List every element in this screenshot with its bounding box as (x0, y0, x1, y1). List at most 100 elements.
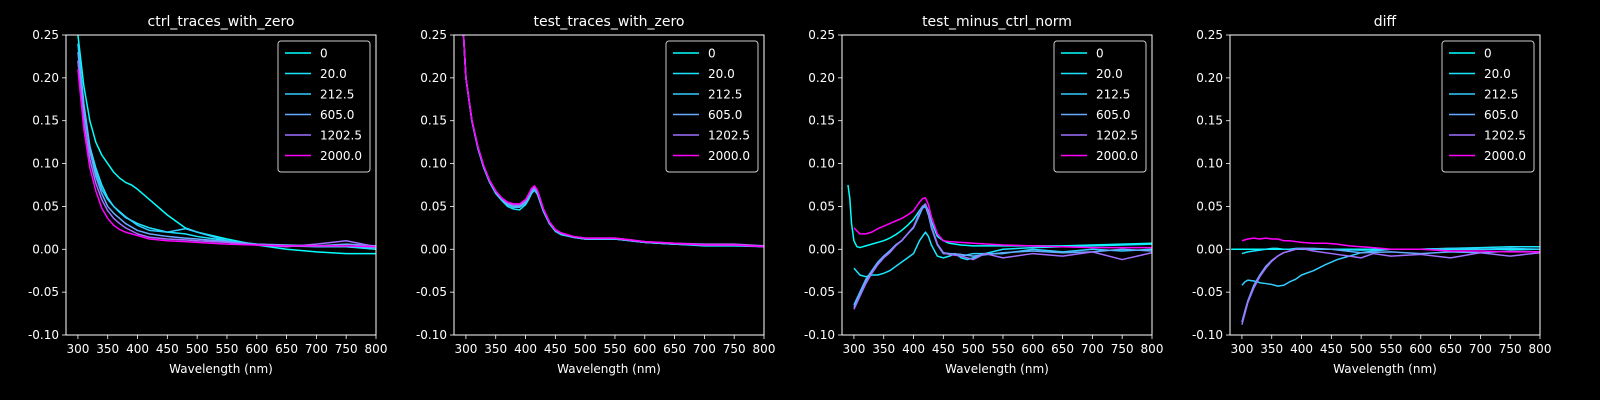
x-tick-label: 700 (1469, 342, 1492, 356)
legend-label: 0 (320, 47, 328, 61)
chart-title: diff (1374, 14, 1397, 30)
legend-label: 1202.5 (1484, 129, 1526, 143)
legend: 0 20.0 212.5 605.0 1202.5 2000.0 (277, 40, 371, 173)
y-tick-label: -0.10 (416, 328, 447, 342)
y-tick-label: 0.25 (420, 28, 447, 42)
series-line-20.0 (853, 231, 1152, 278)
y-tick-label: 0.25 (32, 28, 59, 42)
y-tick-label: 0.25 (1196, 28, 1223, 42)
legend-label: 605.0 (1484, 108, 1518, 122)
x-axis-label: Wavelength (nm) (169, 362, 273, 376)
x-tick-label: 600 (633, 342, 656, 356)
x-tick-label: 550 (216, 342, 239, 356)
x-tick-label: 750 (335, 342, 358, 356)
x-tick-label: 350 (872, 342, 895, 356)
x-tick-label: 750 (1111, 342, 1134, 356)
chart-panel-3: test_minus_ctrl_norm 300 350 400 450 500 550 60… (804, 14, 1164, 376)
legend-label: 20.0 (320, 67, 347, 81)
legend-label: 20.0 (1484, 67, 1511, 81)
x-tick-label: 400 (1290, 342, 1313, 356)
y-tick-label: 0.05 (32, 199, 59, 213)
chart-panel-1: ctrl_traces_with_zero 300 350 400 450 500 550 6… (28, 14, 388, 376)
y-tick-label: 0.20 (420, 71, 447, 85)
y-tick-label: -0.05 (804, 285, 835, 299)
x-tick-label: 450 (156, 342, 179, 356)
y-tick-label: 0.25 (808, 28, 835, 42)
x-tick-label: 600 (245, 342, 268, 356)
x-tick-label: 800 (753, 342, 776, 356)
legend-label: 0 (708, 47, 716, 61)
series-line-605.0 (1241, 247, 1540, 323)
x-tick-label: 650 (663, 342, 686, 356)
x-tick-label: 300 (66, 342, 89, 356)
plot-frame (1229, 34, 1541, 336)
x-tick-label: 500 (962, 342, 985, 356)
legend-label: 605.0 (320, 108, 354, 122)
series-line-1202.5 (853, 203, 1152, 310)
legend-label: 2000.0 (1096, 149, 1138, 163)
legend-label: 1202.5 (1096, 129, 1138, 143)
x-tick-label: 650 (1051, 342, 1074, 356)
legend-label: 605.0 (1096, 108, 1130, 122)
y-tick-label: 0.15 (1196, 114, 1223, 128)
x-tick-label: 750 (723, 342, 746, 356)
y-tick-label: 0.20 (32, 71, 59, 85)
series-group (1231, 237, 1540, 325)
series-group (847, 184, 1152, 310)
y-tick-label: 0.20 (1196, 71, 1223, 85)
y-tick-label: 0.15 (32, 114, 59, 128)
series-group (77, 35, 376, 255)
series-group (462, 35, 764, 248)
x-tick-label: 800 (365, 342, 388, 356)
legend-label: 212.5 (1484, 88, 1518, 102)
y-tick-label: 0.00 (32, 242, 59, 256)
x-tick-label: 800 (1141, 342, 1164, 356)
legend: 0 20.0 212.5 605.0 1202.5 2000.0 (1441, 40, 1535, 173)
series-line-2000.0 (462, 35, 764, 248)
y-tick-label: 0.20 (808, 71, 835, 85)
x-tick-label: 800 (1529, 342, 1552, 356)
y-tick-label: -0.10 (804, 328, 835, 342)
legend-label: 212.5 (320, 88, 354, 102)
x-tick-label: 550 (992, 342, 1015, 356)
x-tick-label: 700 (305, 342, 328, 356)
legend-label: 1202.5 (320, 129, 362, 143)
series-line-2000.0 (77, 69, 376, 248)
x-axis-label: Wavelength (nm) (557, 362, 661, 376)
legend: 0 20.0 212.5 605.0 1202.5 2000.0 (665, 40, 759, 173)
x-tick-label: 650 (275, 342, 298, 356)
x-tick-label: 500 (574, 342, 597, 356)
y-tick-label: 0.10 (420, 157, 447, 171)
legend-label: 2000.0 (320, 149, 362, 163)
y-tick-label: 0.15 (420, 114, 447, 128)
chart-title: ctrl_traces_with_zero (148, 14, 295, 30)
y-tick-label: 0.05 (1196, 199, 1223, 213)
x-tick-label: 550 (1380, 342, 1403, 356)
x-tick-label: 400 (126, 342, 149, 356)
y-tick-label: 0.00 (420, 242, 447, 256)
series-line-1202.5 (1241, 247, 1540, 325)
legend-label: 605.0 (708, 108, 742, 122)
legend-label: 20.0 (1096, 67, 1123, 81)
x-tick-label: 350 (96, 342, 119, 356)
x-tick-label: 450 (544, 342, 567, 356)
x-tick-label: 300 (842, 342, 865, 356)
series-line-0 (77, 35, 376, 255)
x-tick-label: 300 (1230, 342, 1253, 356)
x-tick-label: 350 (484, 342, 507, 356)
y-tick-label: 0.00 (1196, 242, 1223, 256)
y-tick-label: -0.10 (28, 328, 59, 342)
y-tick-label: 0.10 (808, 157, 835, 171)
plot-frame (453, 34, 765, 336)
legend-label: 2000.0 (708, 149, 750, 163)
y-tick-label: 0.05 (420, 199, 447, 213)
x-tick-label: 300 (454, 342, 477, 356)
x-tick-label: 350 (1260, 342, 1283, 356)
plot-frame (841, 34, 1153, 336)
x-tick-label: 500 (1350, 342, 1373, 356)
x-axis-label: Wavelength (nm) (1333, 362, 1437, 376)
x-tick-label: 550 (604, 342, 627, 356)
x-tick-label: 500 (186, 342, 209, 356)
x-tick-label: 600 (1409, 342, 1432, 356)
